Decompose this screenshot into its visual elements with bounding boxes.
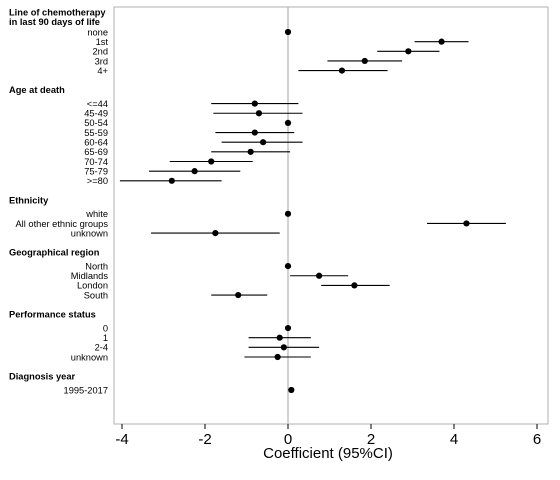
row-label: 3rd — [95, 56, 108, 66]
coef-point — [361, 57, 368, 65]
coef-point — [212, 230, 219, 237]
row-label: <=44 — [87, 99, 108, 109]
row-label: North — [85, 261, 108, 271]
x-tick-label: 6 — [533, 431, 541, 448]
coef-point — [251, 129, 258, 136]
row-label: 70-74 — [84, 157, 108, 167]
x-axis-title: Coefficient (95%CI) — [263, 445, 393, 462]
row-label: All other ethnic groups — [15, 219, 108, 229]
row-label: white — [85, 209, 108, 219]
group-title: Line of chemotherapy — [9, 8, 106, 18]
row-label: 55-59 — [84, 128, 108, 138]
row-label: London — [77, 281, 108, 291]
row-label: 1st — [96, 37, 109, 47]
row-label: Midlands — [71, 271, 109, 281]
coef-point — [405, 48, 412, 55]
row-label: 50-54 — [84, 118, 108, 128]
group-title: Performance status — [9, 310, 96, 320]
coef-point — [284, 324, 292, 332]
coef-point — [284, 263, 292, 270]
x-tick-label: -4 — [115, 431, 128, 448]
group-title: Diagnosis year — [9, 372, 76, 382]
coef-point — [255, 110, 263, 117]
row-label: 1995-2017 — [64, 385, 108, 395]
row-label: unknown — [71, 228, 108, 238]
coef-point — [288, 386, 295, 394]
row-label: 2nd — [92, 47, 108, 57]
coef-point — [284, 28, 292, 36]
coef-point — [338, 67, 346, 74]
coef-point — [463, 220, 470, 227]
group-title: Ethnicity — [9, 195, 49, 205]
coef-point — [208, 158, 215, 165]
coef-point — [351, 282, 358, 289]
row-label: 60-64 — [84, 138, 108, 148]
coef-point — [284, 210, 292, 217]
coef-point — [235, 291, 242, 299]
row-label: 65-69 — [84, 147, 108, 157]
row-label: 2-4 — [95, 343, 108, 353]
row-label: 0 — [103, 323, 108, 333]
group-title: Age at death — [9, 85, 65, 95]
coef-point — [274, 353, 281, 361]
coef-point — [276, 334, 283, 341]
x-tick-label: -2 — [198, 431, 211, 448]
coef-point — [316, 272, 323, 279]
coef-point — [438, 38, 445, 45]
coef-point — [251, 100, 258, 107]
coef-point — [168, 177, 175, 184]
coef-point — [260, 139, 267, 146]
group-title: Geographical region — [9, 248, 100, 258]
plot-frame — [113, 6, 549, 425]
coef-point — [247, 148, 254, 155]
row-label: unknown — [71, 352, 108, 362]
row-label: South — [84, 290, 108, 300]
x-tick-label: 2 — [367, 431, 375, 448]
row-label: >=80 — [87, 176, 108, 186]
row-label: none — [87, 27, 108, 37]
group-title: in last 90 days of life — [9, 17, 100, 27]
row-label: 4+ — [97, 66, 108, 76]
row-label: 75-79 — [84, 166, 108, 176]
coef-point — [280, 344, 287, 351]
x-tick-label: 0 — [284, 431, 292, 448]
coef-point — [191, 168, 198, 175]
row-label: 1 — [103, 333, 108, 343]
row-label: 45-49 — [84, 109, 108, 119]
coef-point — [284, 119, 292, 126]
x-tick-label: 4 — [450, 431, 458, 448]
